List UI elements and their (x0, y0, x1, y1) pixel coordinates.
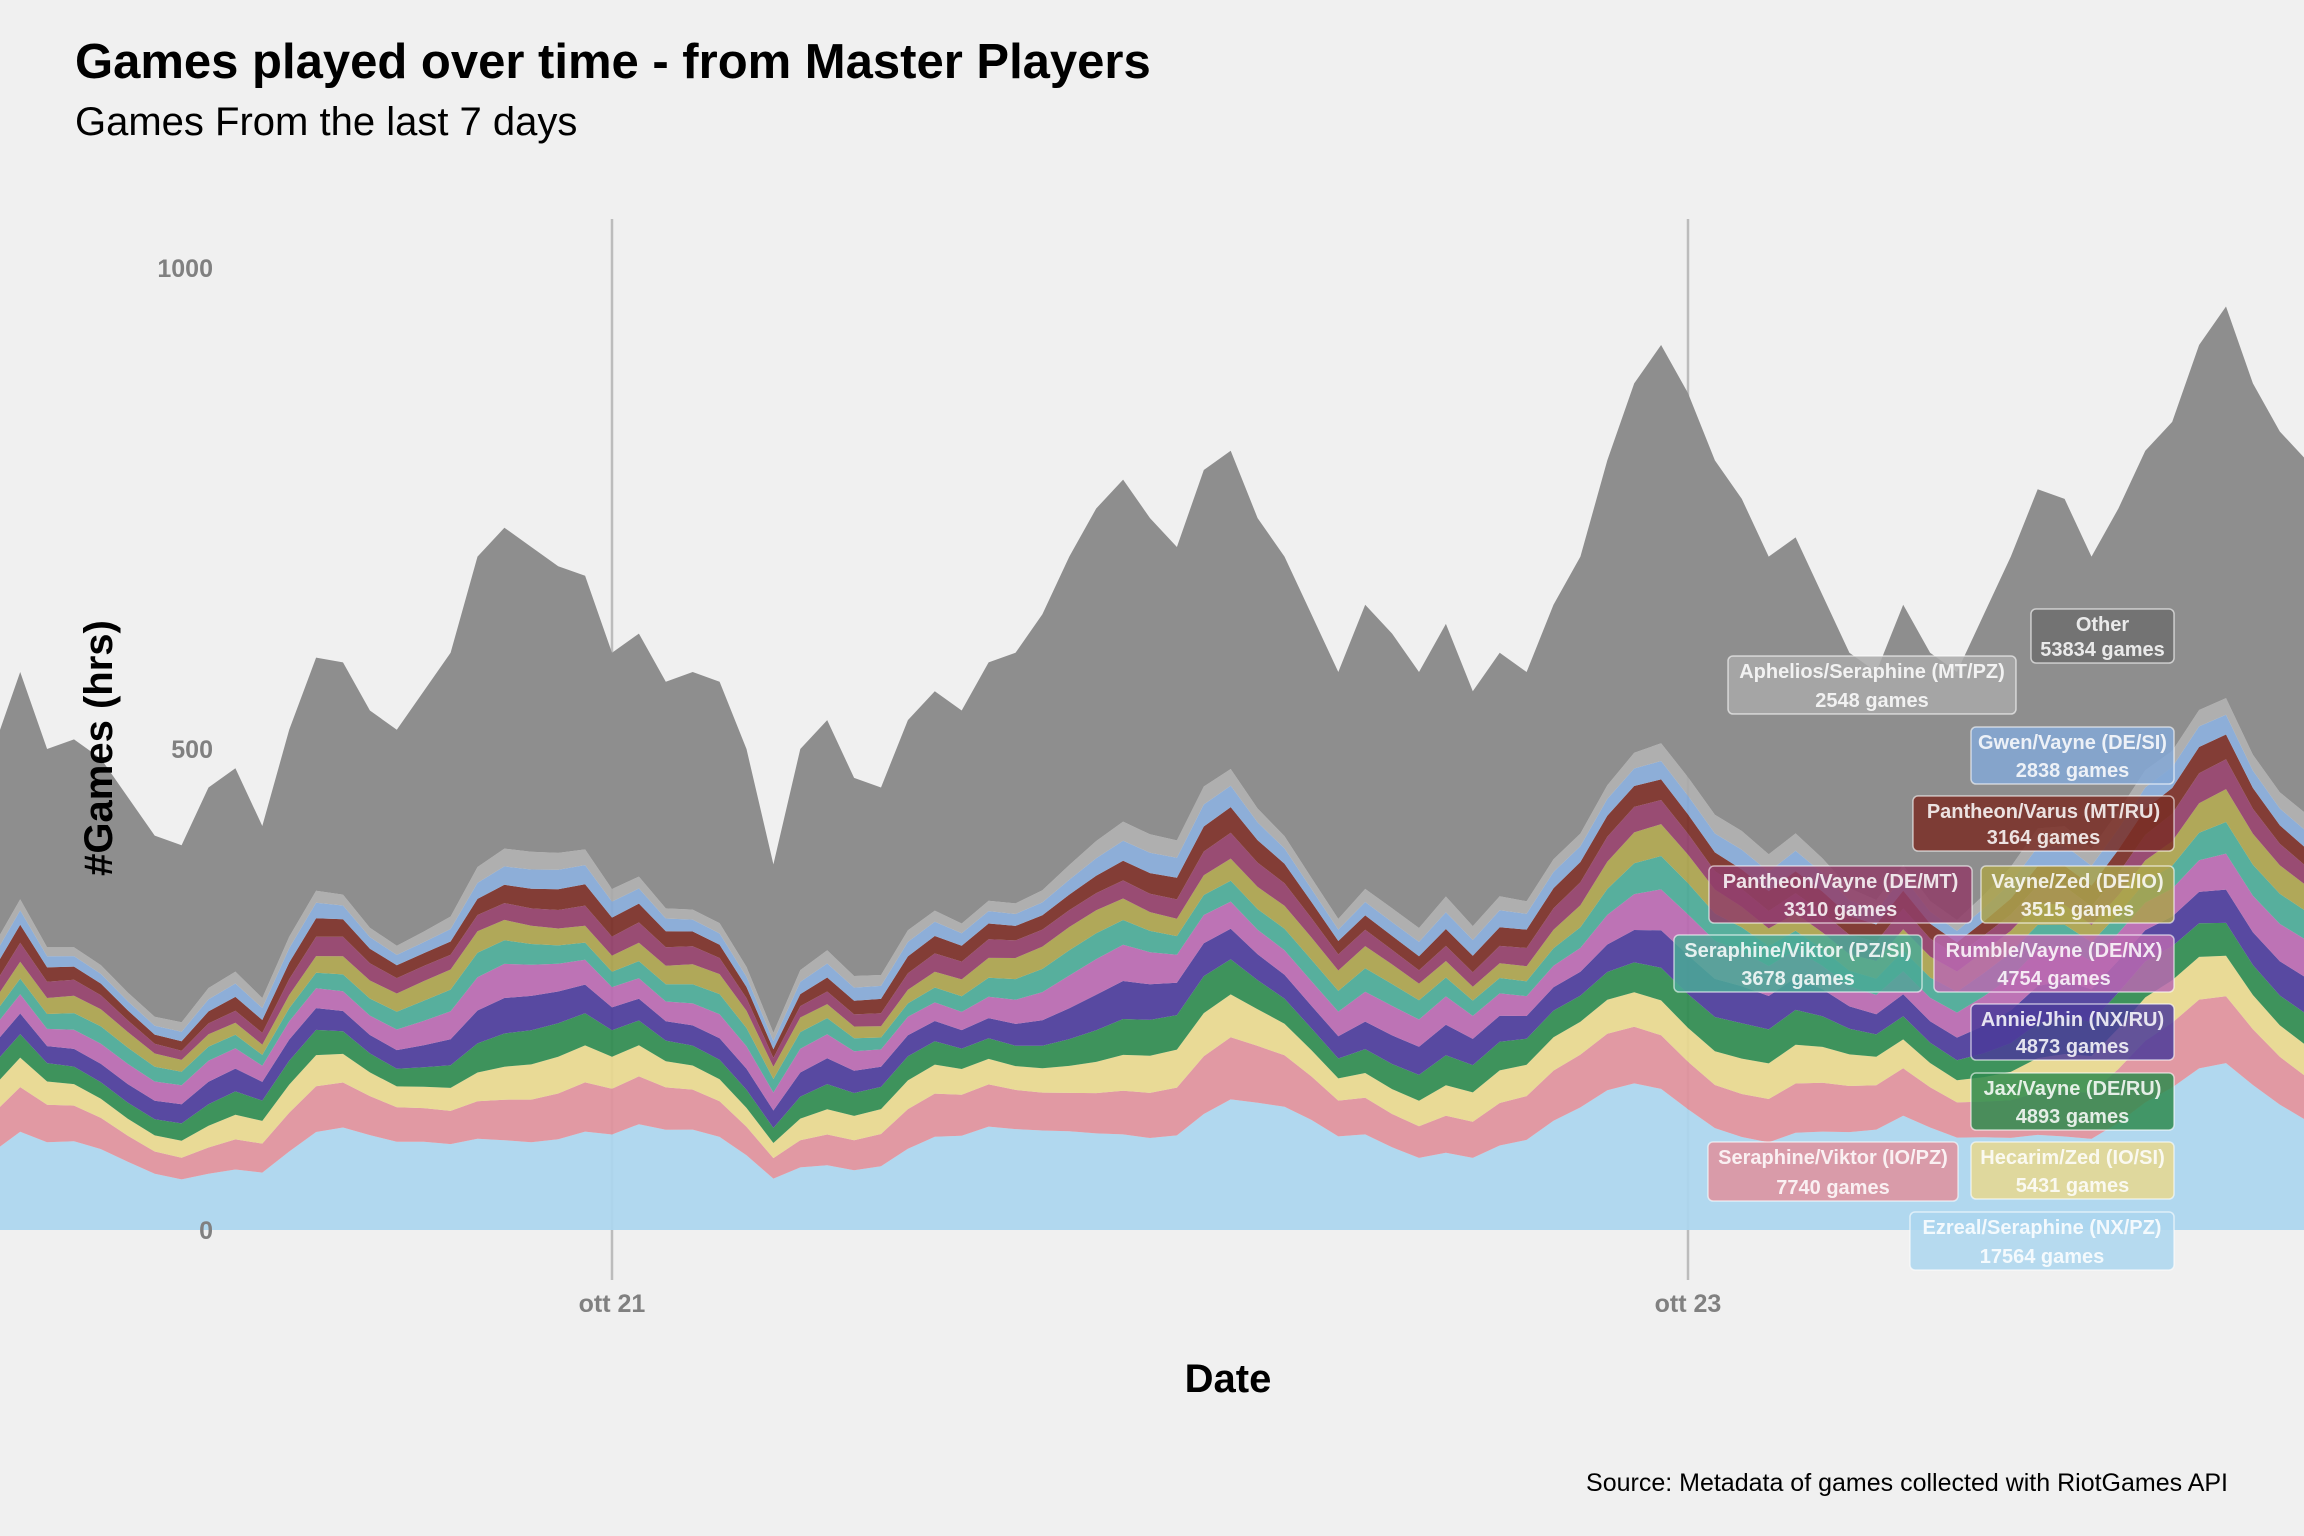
chart-subtitle: Games From the last 7 days (75, 100, 578, 144)
series-label: Jax/Vayne (DE/RU) 4893 games (1970, 1072, 2175, 1131)
label-series-name: Annie/Jhin (NX/RU) (1981, 1009, 2164, 1031)
label-box (1909, 1211, 2175, 1271)
series-label: Hecarim/Zed (IO/SI) 5431 games (1970, 1141, 2175, 1200)
label-box (1970, 1072, 2175, 1131)
series-label: Rumble/Vayne (DE/NX) 4754 games (1933, 934, 2175, 993)
y-axis-ticks: 0500100015002000 (157, 255, 213, 1245)
label-series-name: Pantheon/Vayne (DE/MT) (1723, 871, 1959, 893)
series-labels: Other 53834 games Aphelios/Seraphine (MT/P… (1673, 608, 2175, 1271)
label-series-name: Rumble/Vayne (DE/NX) (1946, 940, 2163, 962)
series-label: Aphelios/Seraphine (MT/PZ) 2548 games (1727, 655, 2017, 715)
label-box (1970, 1141, 2175, 1200)
label-series-name: Hecarim/Zed (IO/SI) (1980, 1147, 2165, 1169)
label-games-count: 3678 games (1741, 968, 1854, 990)
label-games-count: 4754 games (1997, 968, 2110, 990)
area-series-1 (0, 996, 2304, 1180)
area-series-3 (0, 922, 2304, 1143)
label-series-name: Seraphine/Viktor (IO/PZ) (1718, 1147, 1948, 1169)
label-series-name: Pantheon/Varus (MT/RU) (1927, 801, 2160, 823)
y-tick-label: 1000 (157, 255, 213, 283)
series-label: Other 53834 games (2030, 608, 2175, 664)
series-label: Vayne/Zed (DE/IO) 3515 games (1980, 865, 2175, 924)
area-series-12 (0, 306, 2304, 1033)
label-box (1933, 934, 2175, 993)
series-label: Pantheon/Varus (MT/RU) 3164 games (1912, 795, 2175, 852)
label-games-count: 3515 games (2021, 899, 2134, 921)
label-games-count: 4893 games (2016, 1106, 2129, 1128)
label-box (1970, 1003, 2175, 1061)
series-label: Seraphine/Viktor (PZ/SI) 3678 games (1673, 934, 1923, 993)
label-games-count: 2548 games (1815, 690, 1928, 712)
area-series-2 (0, 955, 2304, 1159)
series-label: Seraphine/Viktor (IO/PZ) 7740 games (1707, 1141, 1959, 1202)
y-tick-label: 500 (171, 736, 213, 764)
series-label: Ezreal/Seraphine (NX/PZ) 17564 games (1909, 1211, 2175, 1271)
y-tick-label: 0 (199, 1217, 213, 1245)
label-games-count: 5431 games (2016, 1175, 2129, 1197)
series-label: Annie/Jhin (NX/RU) 4873 games (1970, 1003, 2175, 1061)
area-series-5 (0, 853, 2304, 1111)
label-games-count: 4873 games (2016, 1036, 2129, 1058)
label-box (1980, 865, 2175, 924)
label-box (1708, 865, 1973, 924)
label-box (1970, 726, 2175, 785)
label-box (1707, 1141, 1959, 1202)
x-tick-label: ott 23 (1655, 1290, 1722, 1318)
label-games-count: 2838 games (2016, 760, 2129, 782)
y-axis-title: #Games (hrs) (77, 620, 121, 876)
series-label: Pantheon/Vayne (DE/MT) 3310 games (1708, 865, 1973, 924)
chart-title: Games played over time - from Master Pla… (75, 35, 1151, 89)
x-axis-title: Date (1185, 1357, 1272, 1401)
source-caption: Source: Metadata of games collected with… (1586, 1469, 2228, 1497)
label-games-count: 3164 games (1987, 827, 2100, 849)
label-series-name: Aphelios/Seraphine (MT/PZ) (1739, 661, 2005, 683)
label-series-name: Other (2076, 614, 2130, 636)
label-games-count: 53834 games (2040, 639, 2165, 661)
label-series-name: Ezreal/Seraphine (NX/PZ) (1923, 1217, 2162, 1239)
x-tick-label: ott 21 (579, 1290, 646, 1318)
label-games-count: 7740 games (1776, 1177, 1889, 1199)
label-series-name: Seraphine/Viktor (PZ/SI) (1684, 940, 1911, 962)
label-series-name: Vayne/Zed (DE/IO) (1991, 871, 2163, 893)
label-box (2030, 608, 2175, 664)
label-series-name: Jax/Vayne (DE/RU) (1984, 1078, 2162, 1100)
label-box (1912, 795, 2175, 852)
label-box (1727, 655, 2017, 715)
label-games-count: 17564 games (1980, 1246, 2105, 1268)
area-series-4 (0, 889, 2304, 1128)
label-series-name: Gwen/Vayne (DE/SI) (1978, 732, 2167, 754)
series-label: Gwen/Vayne (DE/SI) 2838 games (1970, 726, 2175, 785)
label-box (1673, 934, 1923, 993)
label-games-count: 3310 games (1784, 899, 1897, 921)
